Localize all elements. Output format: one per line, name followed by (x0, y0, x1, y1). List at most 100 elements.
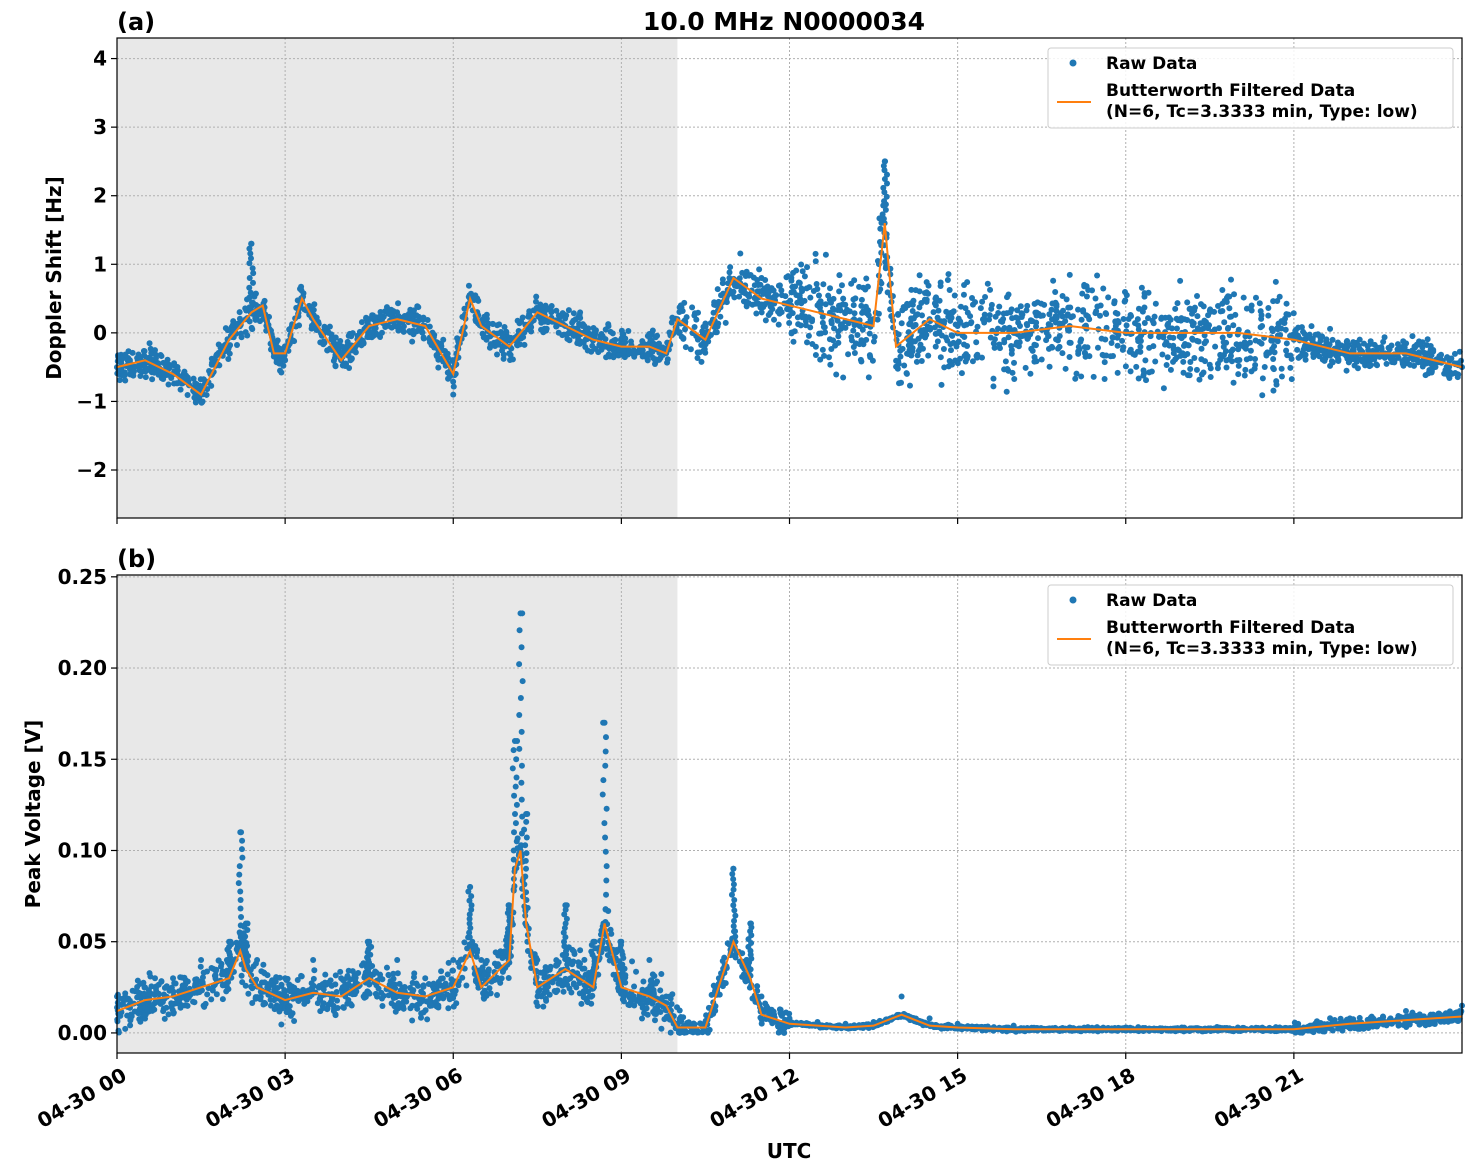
raw-data-point (1423, 341, 1430, 348)
raw-data-point (1097, 312, 1104, 319)
raw-data-point (1057, 310, 1064, 317)
raw-data-point (1075, 306, 1082, 313)
raw-data-point (519, 314, 526, 321)
raw-data-point (913, 358, 920, 365)
raw-data-point (1216, 325, 1223, 332)
raw-data-point (1187, 358, 1194, 365)
raw-data-point (835, 302, 842, 309)
raw-data-point (1004, 365, 1011, 372)
raw-data-point (1242, 366, 1249, 373)
raw-data-point (539, 304, 546, 311)
raw-data-point (913, 312, 920, 319)
raw-data-point (242, 329, 249, 336)
raw-data-point (134, 977, 141, 984)
raw-data-point (1219, 286, 1226, 293)
raw-data-point (1032, 342, 1039, 349)
raw-data-point (1376, 345, 1383, 352)
raw-data-point (1056, 343, 1063, 350)
raw-data-point (1411, 355, 1418, 362)
raw-data-point (592, 328, 599, 335)
raw-data-point (646, 956, 653, 963)
raw-data-point (1009, 315, 1016, 322)
raw-data-point (155, 990, 162, 997)
raw-data-point (424, 1016, 431, 1023)
raw-data-point (577, 309, 584, 316)
raw-data-point (1173, 354, 1180, 361)
raw-data-point (1122, 363, 1129, 370)
raw-data-point (805, 332, 812, 339)
raw-data-point (652, 334, 659, 341)
raw-data-point (1191, 307, 1198, 314)
raw-data-point (1049, 344, 1056, 351)
raw-data-point (390, 970, 397, 977)
raw-data-point (171, 360, 178, 367)
raw-data-point (1273, 381, 1280, 388)
raw-data-point (252, 290, 259, 297)
raw-data-point (741, 288, 748, 295)
raw-data-point (955, 315, 962, 322)
raw-data-point (836, 288, 843, 295)
raw-data-point (950, 339, 957, 346)
raw-data-point (905, 329, 912, 336)
raw-data-point (1219, 334, 1226, 341)
raw-data-point (863, 275, 870, 282)
raw-data-point (910, 297, 917, 304)
raw-data-point (1259, 375, 1266, 382)
raw-data-point (754, 300, 761, 307)
raw-data-point (326, 323, 333, 330)
panel-a-label: (a) (117, 8, 155, 36)
raw-data-point (818, 330, 825, 337)
raw-data-point (1290, 310, 1297, 317)
raw-data-point (1265, 312, 1272, 319)
raw-data-point (332, 972, 339, 979)
raw-data-point (1003, 388, 1010, 395)
raw-data-point (1283, 311, 1290, 318)
raw-data-point (678, 333, 685, 340)
raw-data-point (576, 962, 583, 969)
raw-data-point (964, 309, 971, 316)
raw-data-point (1172, 305, 1179, 312)
y-tick-label: 2 (93, 184, 107, 208)
raw-data-point (926, 1015, 933, 1022)
raw-data-point (559, 332, 566, 339)
raw-data-point (951, 292, 958, 299)
raw-data-point (754, 983, 761, 990)
raw-data-point (1329, 336, 1336, 343)
raw-data-point (472, 318, 479, 325)
raw-data-point (589, 342, 596, 349)
raw-data-point (676, 1015, 683, 1022)
raw-data-point (1094, 344, 1101, 351)
raw-data-point (1073, 370, 1080, 377)
raw-data-point (778, 292, 785, 299)
raw-data-point (1224, 325, 1231, 332)
raw-data-point (1269, 345, 1276, 352)
raw-data-point (1180, 369, 1187, 376)
raw-data-point (320, 1005, 327, 1012)
raw-data-point (1323, 336, 1330, 343)
raw-data-point (219, 982, 226, 989)
raw-data-point (1356, 336, 1363, 343)
raw-data-point (854, 331, 861, 338)
raw-data-point (383, 964, 390, 971)
raw-data-point (1170, 350, 1177, 357)
raw-data-point (1180, 358, 1187, 365)
raw-data-point (444, 350, 451, 357)
raw-data-point (400, 328, 407, 335)
raw-data-point (871, 333, 878, 340)
raw-data-point (435, 995, 442, 1002)
raw-data-point (1252, 294, 1259, 301)
raw-data-point (570, 948, 577, 955)
raw-data-point (1147, 333, 1154, 340)
raw-data-point (276, 360, 283, 367)
raw-data-point (925, 282, 932, 289)
raw-data-point (1179, 350, 1186, 357)
raw-data-point (958, 370, 965, 377)
raw-data-point (151, 975, 158, 982)
raw-data-point (719, 280, 726, 287)
raw-data-point (1094, 303, 1101, 310)
raw-data-point (698, 358, 705, 365)
raw-data-point (1230, 322, 1237, 329)
raw-data-point (1080, 308, 1087, 315)
raw-data-point (894, 365, 901, 372)
raw-data-point (881, 198, 888, 205)
